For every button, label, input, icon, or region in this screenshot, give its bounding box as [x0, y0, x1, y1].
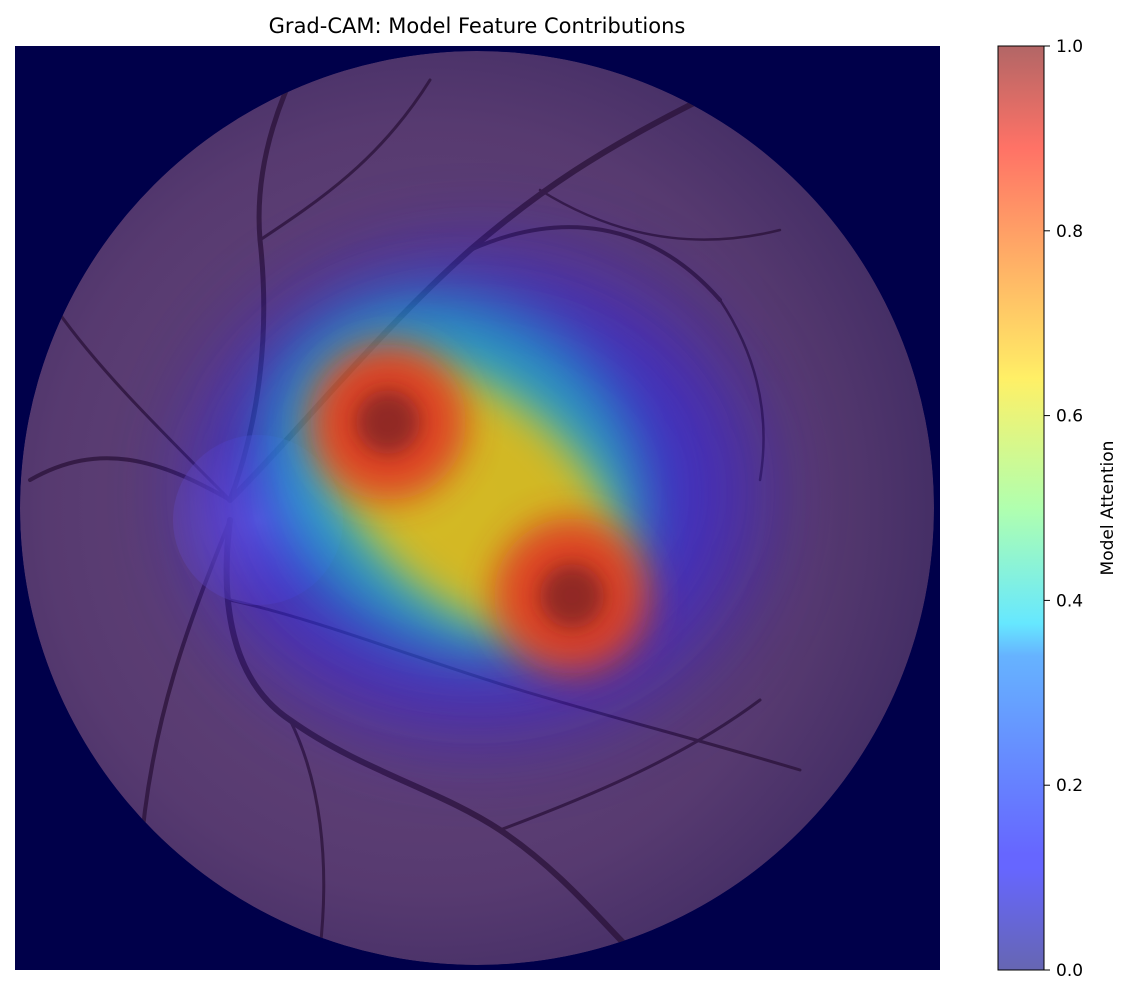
- colorbar-ticks: 0.0 0.2 0.4 0.6 0.8 1.0: [1044, 37, 1083, 981]
- gradcam-heat-overlay: [188, 245, 768, 745]
- colorbar-gradient: [998, 46, 1044, 970]
- heatmap-image-panel: [15, 46, 940, 970]
- fundus-image: [20, 51, 934, 965]
- colorbar-tick-label: 0.4: [1056, 591, 1083, 611]
- colorbar-tick-label: 0.2: [1056, 776, 1083, 796]
- colorbar-tick-label: 0.6: [1056, 407, 1083, 427]
- colorbar-label: Model Attention: [1098, 441, 1118, 576]
- chart-title: Grad-CAM: Model Feature Contributions: [269, 14, 686, 38]
- colorbar-tick-label: 1.0: [1056, 37, 1083, 57]
- colorbar: 0.0 0.2 0.4 0.6 0.8 1.0 Model Attention: [997, 37, 1118, 981]
- colorbar-frame: [997, 45, 1045, 971]
- colorbar-tick-label: 0.0: [1056, 961, 1083, 981]
- colorbar-tick-label: 0.8: [1056, 222, 1083, 242]
